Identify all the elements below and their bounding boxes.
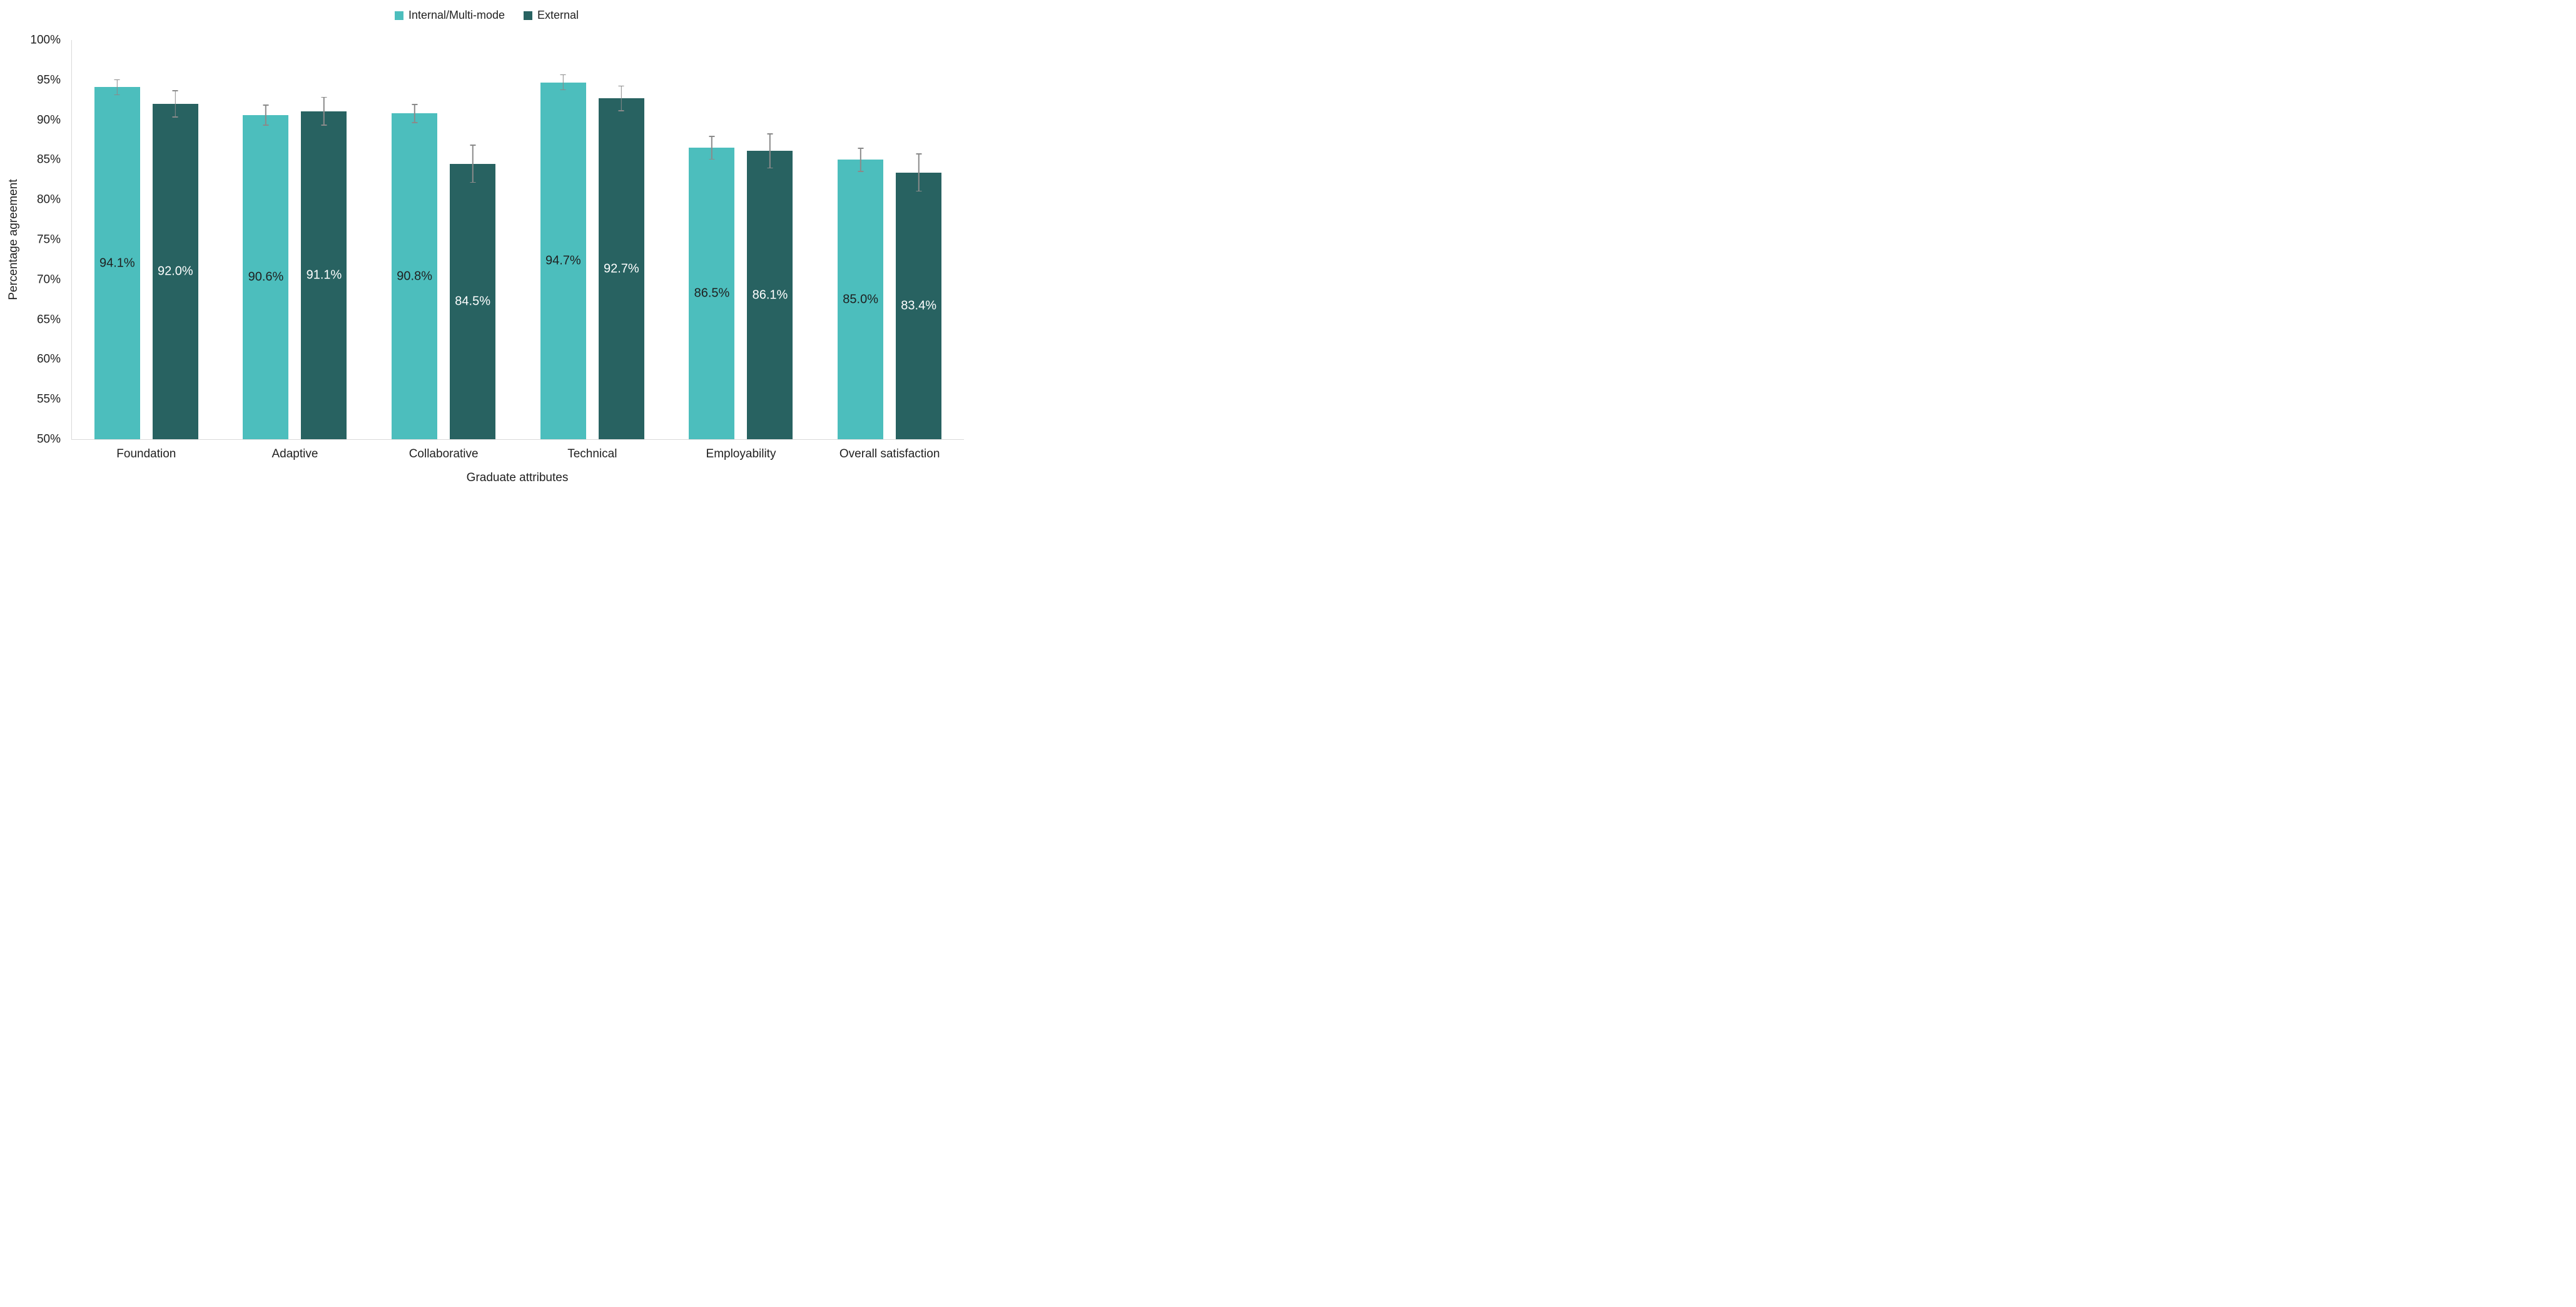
error-bar — [172, 90, 178, 118]
plot-area: 50% 55% 60% 65% 70% 75% 80% 85% 90% 95% 100% 94.1%… — [30, 34, 964, 460]
bar-external: 86.1% — [747, 133, 793, 439]
bar-group: 90.8% 84.5% Collaborative — [369, 40, 518, 460]
error-bar-line — [769, 133, 771, 169]
bar-external: 83.4% — [896, 153, 942, 439]
error-bar — [321, 96, 327, 126]
bar-group: 94.1% 92.0% Foundation — [72, 40, 221, 460]
bar-internal: 94.1% — [94, 79, 140, 439]
error-bar-line — [472, 145, 474, 183]
error-bar-line — [413, 104, 415, 123]
legend: Internal/Multi-mode External — [0, 9, 973, 22]
error-bar — [114, 79, 120, 96]
bar-external: 92.7% — [598, 85, 644, 439]
bar-value-label: 94.1% — [99, 256, 135, 270]
legend-item-internal: Internal/Multi-mode — [394, 9, 505, 22]
y-tick-label: 85% — [36, 153, 61, 166]
legend-internal-swatch — [394, 11, 403, 20]
category-label: Employability — [706, 447, 776, 460]
bar-group: 85.0% 83.4% Overall satisfaction — [815, 40, 964, 460]
bar-value-label: 84.5% — [455, 294, 491, 308]
error-bar — [412, 104, 418, 123]
bar-external: 92.0% — [152, 90, 198, 439]
error-bar — [470, 145, 476, 183]
error-bar-bottom-cap — [560, 89, 566, 91]
bar-value-label: 85.0% — [843, 292, 879, 307]
x-axis-title: Graduate attributes — [466, 471, 569, 484]
error-bar-line — [562, 74, 564, 91]
y-tick-label: 95% — [36, 73, 61, 87]
error-bar-line — [711, 136, 712, 160]
bar-internal: 90.8% — [392, 104, 438, 439]
bar-external: 91.1% — [301, 96, 347, 439]
error-bar-bottom-cap — [709, 159, 715, 160]
category-label: Collaborative — [408, 447, 479, 460]
bar-value-label: 90.6% — [248, 270, 284, 284]
bar-value-label: 86.1% — [752, 288, 788, 302]
bar-group: 90.6% 91.1% Adaptive — [221, 40, 370, 460]
error-bar-bottom-cap — [412, 122, 418, 123]
error-bar-line — [265, 104, 266, 126]
error-bar-line — [323, 96, 325, 126]
legend-internal-label: Internal/Multi-mode — [408, 9, 505, 21]
error-bar-bottom-cap — [470, 182, 476, 183]
bar-value-label: 92.7% — [603, 262, 639, 276]
bar-internal: 85.0% — [838, 148, 884, 439]
bar-value-label: 92.0% — [157, 264, 193, 278]
error-bar — [618, 85, 624, 111]
bar-external: 84.5% — [450, 145, 496, 439]
y-tick-label: 50% — [36, 432, 61, 446]
error-bar-line — [621, 85, 622, 111]
category-label: Technical — [567, 447, 617, 460]
bar-group: 86.5% 86.1% Employability — [667, 40, 816, 460]
y-tick-label: 100% — [30, 33, 61, 47]
bar-chart: Internal/Multi-mode External Percentage … — [0, 0, 973, 494]
category-label: Adaptive — [271, 447, 318, 460]
bar-pair: 94.7% 92.7% — [540, 74, 644, 439]
bar-value-label: 90.8% — [397, 269, 433, 283]
y-tick-label: 65% — [36, 313, 61, 327]
bar-value-label: 94.7% — [545, 253, 581, 268]
bar-pair: 94.1% 92.0% — [94, 79, 198, 439]
error-bar — [709, 136, 715, 160]
y-tick-label: 55% — [36, 392, 61, 406]
bar-internal: 86.5% — [689, 136, 735, 439]
error-bar — [767, 133, 773, 169]
error-bar — [263, 104, 269, 126]
error-bar-line — [860, 148, 861, 172]
legend-external-label: External — [537, 9, 579, 21]
error-bar-line — [175, 90, 176, 118]
bar-internal: 94.7% — [540, 74, 586, 439]
bar-value-label: 91.1% — [306, 268, 342, 282]
bar-pair: 85.0% 83.4% — [838, 148, 942, 439]
error-bar-line — [918, 153, 920, 192]
category-label: Overall satisfaction — [839, 447, 940, 460]
bar-pair: 86.5% 86.1% — [689, 133, 793, 439]
bar-pair: 90.6% 91.1% — [243, 96, 347, 439]
error-bar-bottom-cap — [172, 116, 178, 118]
category-label: Foundation — [116, 447, 176, 460]
legend-external-swatch — [524, 11, 533, 20]
bar-group: 94.7% 92.7% Technical — [518, 40, 667, 460]
error-bar — [560, 74, 566, 91]
error-bar-bottom-cap — [114, 94, 120, 96]
y-tick-label: 80% — [36, 193, 61, 206]
error-bar-line — [116, 79, 118, 96]
y-tick-label: 60% — [36, 352, 61, 366]
bar-value-label: 86.5% — [694, 286, 730, 300]
y-tick-label: 75% — [36, 233, 61, 247]
bar-internal: 90.6% — [243, 104, 289, 439]
error-bar — [916, 153, 922, 192]
bar-value-label: 83.4% — [901, 298, 937, 313]
error-bar — [858, 148, 864, 172]
legend-item-external: External — [524, 9, 579, 22]
bar-pair: 90.8% 84.5% — [392, 104, 496, 439]
y-tick-label: 90% — [36, 113, 61, 127]
y-tick-label: 70% — [36, 273, 61, 287]
error-bar-bottom-cap — [618, 110, 624, 111]
